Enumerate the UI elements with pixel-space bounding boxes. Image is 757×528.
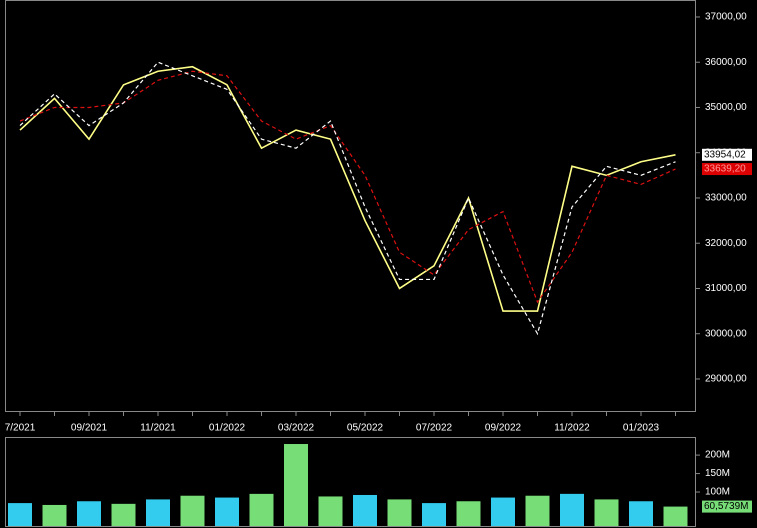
volume-bar <box>525 495 550 526</box>
volume-bar <box>249 493 274 526</box>
x-tick-label: 03/2022 <box>278 423 315 434</box>
x-tick-label: 11/2021 <box>140 423 176 434</box>
last-value-label: 33639,20 <box>704 164 746 175</box>
x-tick-label: 01/2022 <box>209 423 246 434</box>
volume-bar <box>594 499 619 526</box>
y-tick-label: 36000,00 <box>705 57 747 68</box>
y-tick-label: 100M <box>705 487 730 498</box>
volume-bar <box>146 499 170 526</box>
x-tick-label: 09/2021 <box>71 423 108 434</box>
last-value-box <box>702 500 752 513</box>
y-tick-label: 32000,00 <box>705 238 747 249</box>
price-line <box>19 65 676 312</box>
volume-bar <box>491 497 515 526</box>
volume-bar <box>663 506 688 526</box>
last-value-box <box>702 148 752 161</box>
y-tick-label: 200M <box>705 450 730 461</box>
volume-bar <box>353 494 377 526</box>
x-tick-label: 01/2023 <box>623 423 660 434</box>
x-tick-label: 05/2022 <box>347 423 384 434</box>
y-tick-label: 37000,00 <box>705 12 747 23</box>
x-tick-label: 07/2022 <box>416 423 453 434</box>
last-value-label: 60,5739M <box>704 501 748 512</box>
volume-bar <box>318 496 343 526</box>
volume-bar <box>42 504 67 526</box>
volume-bar <box>215 497 239 526</box>
volume-bar <box>284 444 308 526</box>
x-tick-label: 09/2022 <box>485 423 522 434</box>
x-tick-label: 11/2022 <box>554 423 590 434</box>
volume-bar <box>77 501 101 526</box>
price-line <box>19 70 676 304</box>
y-tick-label: 29000,00 <box>705 374 747 385</box>
y-tick-label: 150M <box>705 468 730 479</box>
volume-bar <box>387 499 412 526</box>
y-tick-label: 33000,00 <box>705 193 747 204</box>
price-panel <box>5 0 696 412</box>
price-line <box>19 61 676 336</box>
y-tick-label: 30000,00 <box>705 328 747 339</box>
last-value-label: 33954,02 <box>704 149 746 160</box>
last-value-box <box>702 163 752 176</box>
y-tick-label: 35000,00 <box>705 102 747 113</box>
volume-panel <box>5 437 696 527</box>
x-tick-label: 7/2021 <box>5 423 36 434</box>
volume-bar <box>456 501 481 526</box>
volume-bar <box>180 495 205 526</box>
volume-bar <box>560 493 584 526</box>
volume-bar <box>8 503 32 526</box>
volume-bar <box>629 501 653 526</box>
volume-bar <box>422 503 446 526</box>
y-tick-label: 31000,00 <box>705 283 747 294</box>
volume-bar <box>111 503 136 526</box>
